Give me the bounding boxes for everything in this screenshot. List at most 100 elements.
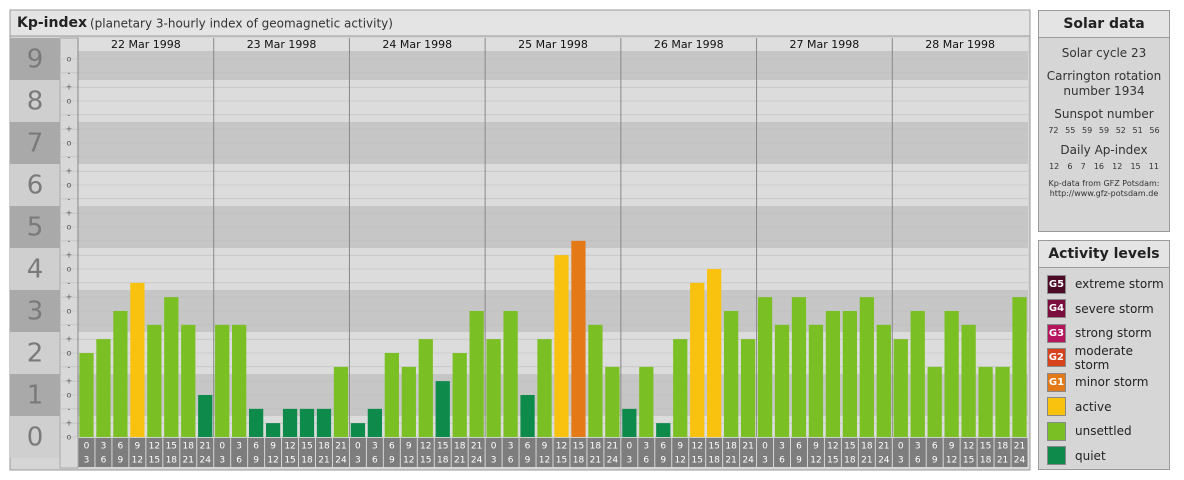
bar	[265, 423, 281, 437]
bar	[605, 366, 620, 437]
hour-cell	[485, 438, 502, 467]
hour-end: 6	[101, 456, 107, 466]
hour-start: 18	[318, 442, 330, 452]
level-row: G1 minor storm	[1039, 370, 1169, 395]
hour-cell	[282, 438, 299, 467]
hour-end: 9	[389, 456, 395, 466]
minor-tick-label: o	[67, 307, 72, 316]
hour-start: 18	[454, 442, 466, 452]
level-name: unsettled	[1075, 424, 1132, 439]
hour-start: 15	[980, 442, 991, 452]
hour-cell	[638, 438, 655, 467]
level-badge	[1047, 397, 1066, 417]
hour-end: 18	[437, 456, 449, 466]
bar	[486, 339, 501, 437]
bar	[316, 408, 332, 437]
hour-cell	[841, 438, 858, 467]
sunspot-label: Sunspot number	[1054, 107, 1154, 121]
levels-title: Activity levels	[1039, 241, 1169, 268]
y-tick-label: 3	[27, 297, 44, 327]
hour-start: 9	[949, 442, 955, 452]
minor-tick-label: o	[67, 223, 72, 232]
y-tick-label: 4	[27, 255, 44, 285]
hour-end: 15	[963, 456, 974, 466]
hour-cell	[858, 438, 875, 467]
hour-cell	[604, 438, 621, 467]
ap-value: 15	[1130, 162, 1141, 171]
minor-tick-label: -	[68, 68, 71, 77]
level-name: minor storm	[1075, 375, 1149, 390]
hour-cell	[706, 438, 723, 467]
hour-start: 6	[118, 442, 124, 452]
bar	[164, 297, 179, 437]
hour-cell	[943, 438, 960, 467]
ap-value: 12	[1049, 162, 1060, 171]
hour-start: 9	[542, 442, 548, 452]
solar-panel: Solar data Solar cycle 23 Carrington rot…	[1038, 10, 1170, 232]
hour-end: 12	[267, 456, 278, 466]
minor-tick-label: o	[67, 433, 72, 442]
hour-end: 18	[844, 456, 856, 466]
title-bar	[9, 9, 1031, 37]
hour-cell	[197, 438, 214, 467]
bar	[707, 269, 722, 437]
sunspots-value: 56	[1149, 126, 1160, 135]
hour-end: 6	[508, 456, 514, 466]
hour-start: 15	[573, 442, 584, 452]
bar	[656, 423, 671, 437]
hour-end: 12	[810, 456, 821, 466]
bar	[401, 366, 416, 437]
date-label: 25 Mar 1998	[518, 38, 588, 51]
hour-start: 3	[101, 442, 107, 452]
hour-cell	[553, 438, 570, 467]
chart-subtitle: (planetary 3-hourly index of geomagnetic…	[90, 17, 393, 31]
hour-cell	[621, 438, 638, 467]
bar	[520, 395, 535, 437]
hour-start: 0	[898, 442, 904, 452]
plot-band	[78, 416, 1028, 437]
level-row: G2 moderate storm	[1039, 344, 1169, 372]
solar-title: Solar data	[1039, 11, 1169, 38]
hour-cell	[214, 438, 231, 467]
hour-cell	[502, 438, 519, 467]
bar	[452, 353, 467, 437]
bar	[282, 408, 298, 437]
label-band	[10, 38, 60, 80]
bar	[791, 297, 807, 437]
sunspots-value: 51	[1132, 126, 1143, 135]
hour-cell	[417, 438, 434, 467]
hour-cell	[774, 438, 790, 467]
hour-start: 18	[997, 442, 1009, 452]
hour-start: 9	[813, 442, 819, 452]
label-band	[10, 332, 60, 374]
level-badge	[1047, 421, 1066, 441]
hour-end: 12	[946, 456, 957, 466]
hour-cell	[1011, 438, 1028, 467]
hour-end: 21	[183, 456, 194, 466]
levels-list: G5 extreme storm G4 severe storm G3 strong st…	[1039, 268, 1169, 468]
hour-cell	[960, 438, 977, 467]
hour-cell	[723, 438, 740, 467]
hour-cell	[434, 438, 451, 467]
hour-cell	[977, 438, 994, 467]
bar	[469, 311, 484, 437]
hour-start: 15	[301, 442, 312, 452]
y-tick-label: 2	[27, 339, 44, 369]
bar	[96, 339, 111, 437]
hour-start: 3	[643, 442, 649, 452]
hour-end: 15	[556, 456, 567, 466]
hour-start: 12	[284, 442, 295, 452]
sunspot-values: 72 55 59 59 52 51 56	[1039, 122, 1169, 135]
sunspots-value: 72	[1048, 126, 1059, 135]
label-band	[10, 416, 60, 458]
carrington-line: Carrington rotation	[1046, 69, 1162, 83]
minor-tick-label: o	[67, 391, 72, 400]
hour-end: 21	[454, 456, 465, 466]
bar	[113, 311, 128, 437]
solar-cycle: Solar cycle 23	[1061, 46, 1147, 60]
hour-cell	[451, 438, 468, 467]
bar	[571, 240, 586, 437]
minor-tick-label: +	[66, 125, 73, 134]
bar	[927, 366, 942, 437]
hour-cell	[248, 438, 265, 467]
